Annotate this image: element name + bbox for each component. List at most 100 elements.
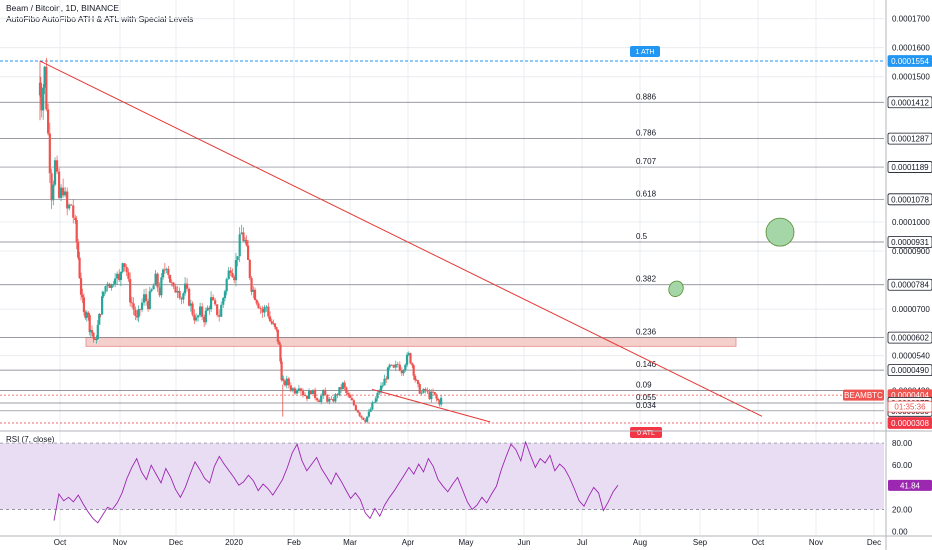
candle-body: [193, 314, 196, 321]
price-tag-label: 0.0001078: [891, 195, 929, 204]
candle-body: [70, 204, 73, 206]
candle-body: [285, 378, 288, 386]
candle-body: [326, 395, 329, 402]
candle-body: [168, 274, 172, 283]
candle-body: [280, 361, 283, 380]
x-tick-label: Sep: [693, 538, 708, 547]
candle-body: [50, 173, 53, 201]
candle-body: [404, 364, 407, 371]
candle-body: [371, 402, 374, 410]
candle-body: [206, 307, 209, 311]
candle-body: [191, 303, 194, 315]
candle-body: [378, 391, 381, 393]
candle-body: [418, 384, 421, 394]
candle-body: [53, 160, 57, 185]
overlays: [39, 60, 795, 423]
candle-body: [236, 256, 239, 261]
candle-body: [48, 133, 51, 174]
x-tick-label: Apr: [402, 538, 415, 547]
candle-body: [220, 304, 223, 317]
candle-body: [52, 184, 55, 201]
fib-level-label: 0.055: [636, 393, 657, 402]
candle-body: [90, 330, 94, 333]
fib-level-label: 0.886: [636, 92, 657, 101]
countdown-tag: [887, 400, 932, 413]
candle-body: [46, 109, 50, 134]
candle-body: [88, 315, 91, 333]
price-tag: [887, 96, 932, 109]
candle-body: [182, 293, 185, 300]
candle-body: [287, 378, 290, 386]
rsi-value-tag: [888, 479, 932, 491]
candle-body: [148, 291, 151, 309]
x-tick-label: Dec: [867, 538, 881, 547]
candle-body: [291, 388, 294, 391]
candle-body: [400, 370, 403, 374]
candle-body: [301, 390, 305, 396]
candle-body: [72, 205, 75, 218]
candle-body: [402, 370, 405, 374]
candle-body: [81, 294, 84, 298]
candle-body: [289, 385, 292, 391]
candle-body: [75, 220, 78, 243]
candle-body: [360, 415, 363, 418]
candle-body: [275, 326, 278, 330]
candle-body: [130, 302, 134, 304]
candle-body: [416, 380, 420, 385]
y-tick-label: 0.0000900: [892, 247, 930, 256]
candle-body: [92, 332, 95, 339]
fib-level-label: 0.707: [636, 157, 657, 166]
candle-body: [163, 269, 166, 271]
candle-body: [316, 398, 319, 401]
candle-body: [246, 245, 250, 260]
candle-body: [257, 303, 260, 309]
candle-body: [424, 388, 427, 391]
candle-body: [426, 390, 429, 392]
candle-body: [433, 392, 436, 395]
candle-body: [318, 400, 321, 402]
ath-label: 1 ATH: [636, 49, 655, 56]
candle-body: [96, 324, 99, 339]
y-tick-label: 0.0001600: [892, 44, 930, 53]
price-tag-label: 0.0000931: [891, 238, 929, 247]
candle-body: [436, 398, 440, 401]
candle-body: [158, 287, 161, 296]
candle-body: [388, 364, 391, 368]
candle-body: [341, 382, 344, 389]
candle-body: [59, 187, 63, 198]
price-tag-label: 0.0001554: [891, 57, 929, 66]
candle-body: [156, 273, 159, 288]
price-tag: [887, 193, 932, 206]
candle-body: [381, 385, 384, 387]
target-circle-small: [668, 280, 684, 297]
candle-body: [440, 397, 443, 405]
candle-body: [338, 387, 341, 396]
candle-body: [138, 309, 142, 310]
candle-body: [222, 297, 225, 305]
candle-body: [106, 283, 109, 287]
candle-body: [299, 388, 303, 391]
candle-body: [383, 378, 386, 386]
rsi-line: [53, 440, 619, 524]
rsi-value-label: 41.84: [900, 481, 921, 490]
candle-body: [307, 390, 311, 399]
candle-body: [407, 353, 410, 355]
price-tag-label: 0.0001287: [891, 135, 929, 144]
fib-level-label: 0.618: [636, 189, 657, 198]
candle-body: [116, 273, 119, 279]
candle-body: [330, 398, 333, 400]
y-tick-label: 0.0001500: [892, 73, 930, 82]
candle-body: [270, 321, 273, 324]
candle-body: [350, 397, 353, 401]
candle-body: [127, 272, 130, 279]
candle-body: [225, 279, 228, 292]
candle-body: [244, 240, 247, 242]
candle-body: [245, 240, 248, 246]
candle-body: [362, 417, 365, 420]
candle-body: [82, 297, 86, 313]
candle-body: [231, 272, 234, 278]
candle-body: [358, 412, 361, 416]
fib-levels: 0.886 0.786 0.707 0.618 0.5 0.382 0.236 0.146 0.…: [0, 46, 884, 439]
candle-body: [199, 306, 202, 316]
